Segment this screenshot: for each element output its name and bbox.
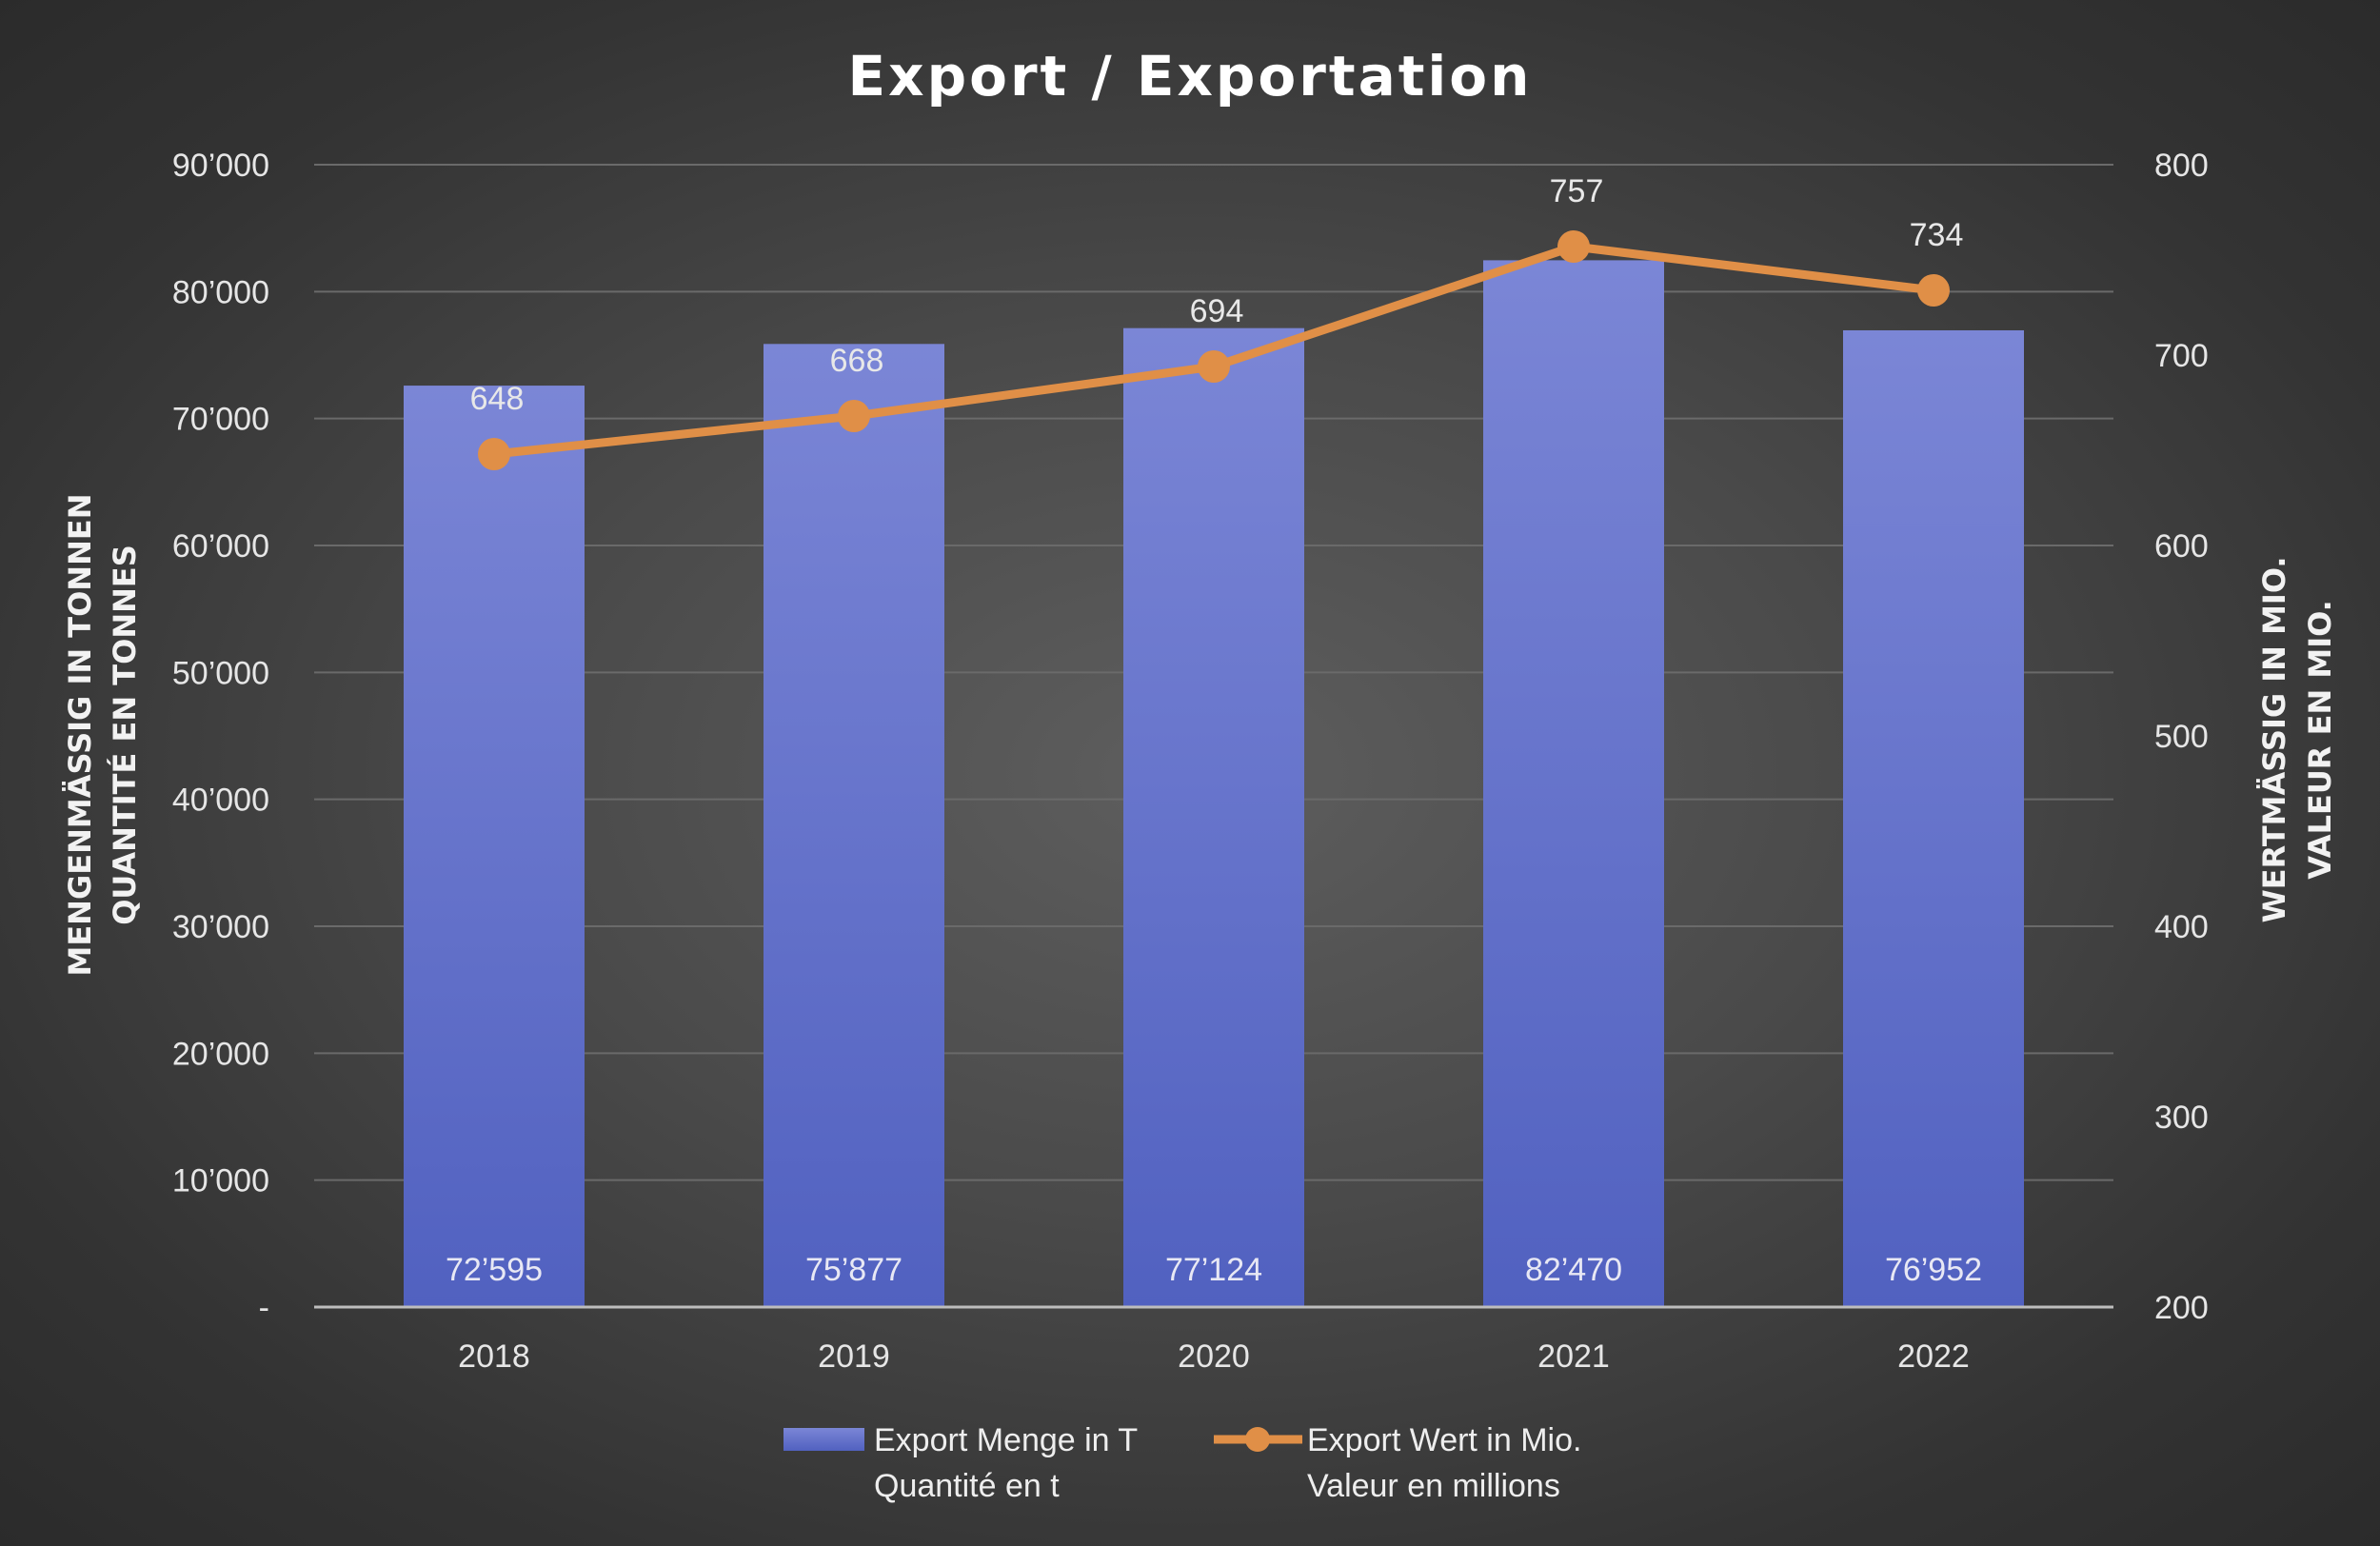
legend-bar-label-line2: Quantité en t [874, 1468, 1060, 1504]
right-axis-title-line2: VALEUR EN MIO. [2302, 600, 2338, 880]
line-series: 648 668 694 757 734 [470, 173, 1964, 470]
x-axis-tick-label: 2018 [458, 1338, 530, 1375]
left-axis-tick-label: 60’000 [172, 528, 269, 565]
bar-data-label: 77’124 [1165, 1252, 1262, 1288]
bar-data-label: 75’877 [805, 1252, 902, 1288]
line-data-label: 694 [1190, 293, 1244, 329]
right-axis-title-line1: WERTMÄSSIG IN MIO. [2256, 557, 2292, 923]
bar [764, 344, 944, 1308]
bar-data-label: 82’470 [1525, 1252, 1622, 1288]
line-point [1198, 350, 1230, 383]
bar [404, 386, 585, 1308]
left-axis-title-line2: QUANTITÉ EN TONNES [107, 545, 143, 925]
left-axis-tick-label: 90’000 [172, 148, 269, 184]
legend-line-marker [1245, 1427, 1270, 1452]
x-axis-tick-label: 2019 [818, 1338, 890, 1375]
line-point [1557, 230, 1590, 263]
line-point [838, 400, 870, 432]
bar-series: 72’595 75’877 77’124 82’470 76’952 [404, 260, 2024, 1308]
left-axis-tick-label: 30’000 [172, 909, 269, 945]
bar-data-label: 76’952 [1885, 1252, 1982, 1288]
line-point [1917, 274, 1950, 307]
left-axis-tick-label: - [259, 1290, 269, 1326]
right-axis-ticks: 200 300 400 500 600 700 800 [2154, 148, 2209, 1326]
left-axis-title-line1: MENGENMÄSSIG IN TONNEN [62, 493, 98, 976]
bar [1123, 327, 1304, 1308]
left-axis-tick-label: 20’000 [172, 1036, 269, 1072]
bar-data-label: 72’595 [446, 1252, 543, 1288]
left-axis-tick-label: 40’000 [172, 783, 269, 819]
legend-line-label-line2: Valeur en millions [1307, 1468, 1560, 1504]
bar [1843, 329, 2024, 1307]
bar [1483, 260, 1664, 1307]
x-axis-tick-label: 2021 [1537, 1338, 1610, 1375]
x-axis-ticks: 2018 2019 2020 2021 2022 [458, 1338, 1970, 1375]
legend-line-label-line1: Export Wert in Mio. [1307, 1422, 1581, 1458]
line-data-label: 734 [1910, 217, 1964, 253]
right-axis-tick-label: 800 [2154, 148, 2209, 184]
right-axis-tick-label: 200 [2154, 1290, 2209, 1326]
x-axis-tick-label: 2020 [1178, 1338, 1250, 1375]
legend-bar-label-line1: Export Menge in T [874, 1422, 1138, 1458]
left-axis-ticks: - 10’000 20’000 30’000 40’000 50’000 60’000 70’… [172, 148, 269, 1326]
line-data-label: 668 [830, 343, 884, 379]
legend-bar-swatch [783, 1428, 864, 1451]
right-axis-tick-label: 600 [2154, 528, 2209, 565]
left-axis-tick-label: 70’000 [172, 402, 269, 438]
legend: Export Menge in T Quantité en t Export W… [783, 1422, 1581, 1504]
x-axis-tick-label: 2022 [1897, 1338, 1970, 1375]
left-axis-tick-label: 50’000 [172, 655, 269, 691]
left-axis-tick-label: 10’000 [172, 1163, 269, 1199]
line-point [478, 438, 510, 470]
right-axis-tick-label: 400 [2154, 909, 2209, 945]
line-data-label: 648 [470, 381, 525, 417]
right-axis-tick-label: 700 [2154, 338, 2209, 374]
chart-title: Export / Exportation [848, 44, 1533, 109]
right-axis-tick-label: 300 [2154, 1100, 2209, 1136]
left-axis-tick-label: 80’000 [172, 274, 269, 310]
line-data-label: 757 [1550, 173, 1604, 209]
right-axis-tick-label: 500 [2154, 719, 2209, 755]
